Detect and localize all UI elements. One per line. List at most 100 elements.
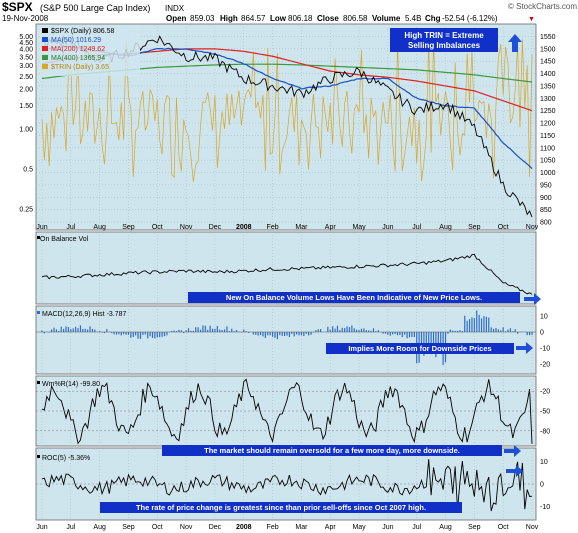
x-tick-label: Sep: [122, 524, 135, 531]
obv-line: [41, 253, 533, 295]
right-tick-label: 1100: [540, 145, 555, 152]
left-tick-label: 5.00: [19, 34, 33, 41]
right-tick-label: 1500: [540, 46, 556, 53]
macd-bar: [408, 332, 411, 338]
macd-bar: [288, 332, 291, 337]
macd-bar: [466, 320, 468, 332]
left-tick-label: 3.50: [19, 54, 33, 61]
macd-bar: [175, 331, 178, 332]
right-tick-label: 900: [540, 195, 552, 202]
roc-legend-swatch: [37, 455, 40, 458]
macd-bar: [209, 325, 211, 332]
macd-bar: [216, 326, 218, 332]
macd-bar: [488, 317, 490, 332]
macd-bar: [401, 332, 403, 338]
macd-bar: [492, 328, 495, 332]
macd-bar: [67, 327, 70, 332]
left-tick-label: 4.50: [19, 40, 33, 47]
macd-bar: [394, 332, 396, 335]
macd-bar: [372, 328, 375, 332]
price-right-axis: 1550 1500 1450 1400 1350 1300 1250 1200 1150 1100…: [540, 34, 556, 227]
macd-bar: [113, 332, 115, 335]
macd-bar: [459, 330, 461, 332]
exchange: INDX: [165, 4, 185, 13]
x-tick-label: Apr: [325, 224, 337, 231]
macd-bar: [305, 332, 307, 334]
trin-line: [41, 39, 533, 182]
x-tick-label: Jul: [66, 224, 75, 231]
macd-bar: [464, 315, 466, 332]
williams-axis: -20 -50 -80: [36, 389, 550, 435]
macd-bar: [197, 327, 199, 332]
right-tick-label: 1200: [540, 121, 556, 128]
trin-annotation-line1: High TRIN = Extreme: [404, 31, 484, 40]
legend-swatch-ma50: [42, 37, 48, 42]
macd-bar: [211, 328, 214, 332]
macd-bar: [283, 332, 286, 337]
macd-bar: [351, 325, 353, 332]
macd-bar: [243, 329, 245, 332]
symbol: $SPX: [2, 0, 33, 14]
x-tick-label: Oct: [498, 524, 509, 531]
right-tick-label: 1150: [540, 133, 555, 140]
x-tick-label: Mar: [295, 524, 308, 531]
macd-bar: [255, 332, 257, 335]
x-tick-label: Oct: [152, 524, 163, 531]
legend-trin: $TRIN (Daily) 3.65: [51, 64, 109, 71]
macd-bar: [360, 328, 363, 332]
x-tick-label: Aug: [439, 524, 452, 531]
macd-bar: [199, 329, 202, 332]
macd-bar: [339, 329, 341, 332]
macd-bar: [70, 329, 72, 332]
macd-bar: [516, 332, 519, 334]
legend-swatch-trin: [42, 64, 48, 69]
right-arrow-icon: [524, 293, 541, 305]
macd-bar: [125, 332, 127, 335]
macd-bar: [476, 310, 478, 332]
x-axis-top: Jun Jul Aug Sep Oct Nov Dec 2008 Feb Mar Apr May Jun…: [36, 224, 538, 231]
macd-bar: [468, 319, 471, 332]
macd-bar: [142, 332, 144, 335]
x-tick-label: Jul: [412, 224, 421, 231]
macd-bar: [82, 328, 84, 332]
macd-bar: [495, 328, 497, 332]
legend-swatch-ma400: [42, 55, 48, 60]
x-tick-label: Aug: [439, 224, 452, 231]
macd-bar: [425, 332, 427, 353]
right-tick-label: 1400: [540, 71, 556, 78]
macd-bar: [392, 332, 394, 335]
open-label: Open: [166, 14, 187, 23]
macd-bar: [447, 332, 449, 334]
macd-bar: [370, 330, 372, 332]
macd-bar: [396, 332, 399, 336]
macd-bar: [223, 329, 226, 332]
right-tick-label: 1300: [540, 96, 556, 103]
x-tick-label: Nov: [180, 224, 193, 231]
macd-bar: [471, 317, 473, 332]
macd-bar: [111, 332, 113, 334]
macd-bar: [440, 332, 442, 348]
macd-bar: [348, 327, 351, 332]
macd-bar: [452, 330, 454, 332]
x-axis-bottom: Jun Jul Aug Sep Oct Nov Dec 2008 Feb Mar Apr May Jun…: [36, 524, 538, 531]
macd-bar: [356, 329, 358, 332]
right-tick-label: 1050: [540, 158, 556, 165]
macd-bar: [94, 329, 96, 332]
williams-tick-label: -20: [540, 389, 550, 396]
trin-annotation: High TRIN = Extreme Selling Imbalances: [390, 28, 498, 52]
x-tick-label: Jun: [36, 524, 47, 531]
macd-bar: [387, 332, 389, 335]
macd-bar: [320, 329, 322, 332]
right-tick-label: 800: [540, 220, 552, 227]
macd-bar: [267, 332, 269, 336]
macd-bar: [91, 328, 94, 332]
macd-tick-label: 10: [540, 314, 548, 321]
x-tick-label: Sep: [468, 524, 481, 531]
macd-bar: [63, 328, 65, 332]
macd-annotation: Implies More Room for Downside Prices: [326, 343, 514, 354]
macd-bar: [41, 330, 43, 332]
macd-bar: [404, 332, 406, 335]
macd-bar: [332, 326, 334, 332]
right-tick-label: 1000: [540, 170, 556, 177]
macd-bar: [509, 328, 511, 332]
